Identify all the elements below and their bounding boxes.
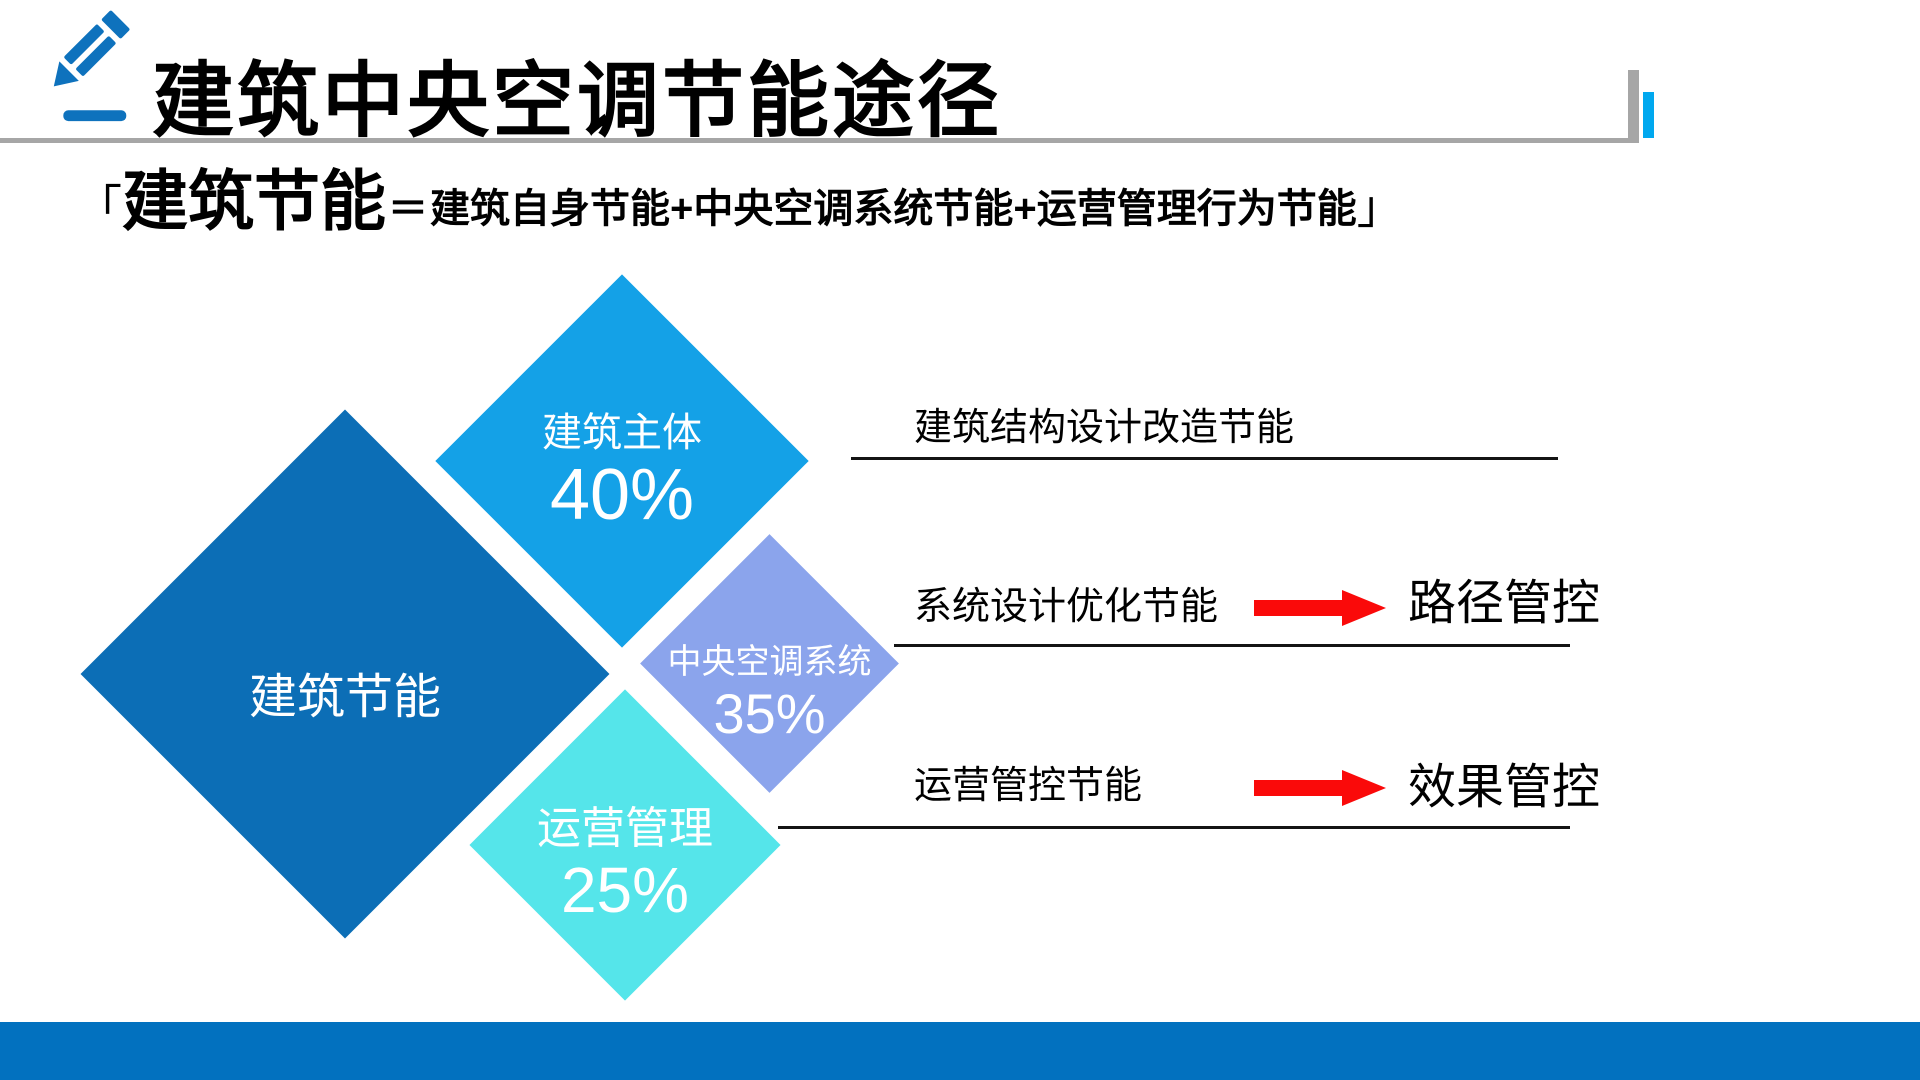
row1-label: 建筑结构设计改造节能 <box>914 407 1295 449</box>
row1-underline <box>851 457 1558 460</box>
accent-bar <box>1643 92 1654 138</box>
footer-bar <box>0 1022 1920 1080</box>
diamond-label: 运营管理 <box>537 804 713 854</box>
row2-label: 系统设计优化节能 <box>914 586 1219 628</box>
red-arrow-icon <box>1254 770 1386 806</box>
page-title: 建筑中央空调节能途径 <box>152 56 1003 147</box>
diamond-label: 中央空调系统 <box>667 643 872 682</box>
diamond-main-label: 建筑节能 <box>248 671 441 724</box>
diamond-operation-mgmt-25: 运营管理 25% <box>469 689 781 1001</box>
close-bracket: 」 <box>1356 181 1403 233</box>
formula-body: 建筑自身节能+中央空调系统节能+运营管理行为节能 <box>430 187 1357 231</box>
red-arrow-icon <box>1254 590 1386 626</box>
energy-saving-formula: 「 建筑节能 ＝ 建筑自身节能+中央空调系统节能+运营管理行为节能 」 <box>76 158 1403 238</box>
equals-sign: ＝ <box>388 187 428 231</box>
diamond-percent: 25% <box>560 853 690 926</box>
row3-underline <box>778 826 1570 829</box>
row3-label: 运营管控节能 <box>914 765 1143 807</box>
formula-lead: 建筑节能 <box>122 164 386 239</box>
title-corner-bar <box>1628 70 1639 143</box>
diamond-label: 建筑主体 <box>542 411 702 456</box>
diamond-percent: 40% <box>549 455 695 536</box>
title-underline-rule <box>0 138 1637 143</box>
row2-underline <box>894 644 1570 647</box>
row2-result: 路径管控 <box>1408 577 1601 630</box>
open-bracket: 「 <box>76 181 122 233</box>
pencil-icon <box>53 10 130 122</box>
row3-result: 效果管控 <box>1408 761 1601 814</box>
